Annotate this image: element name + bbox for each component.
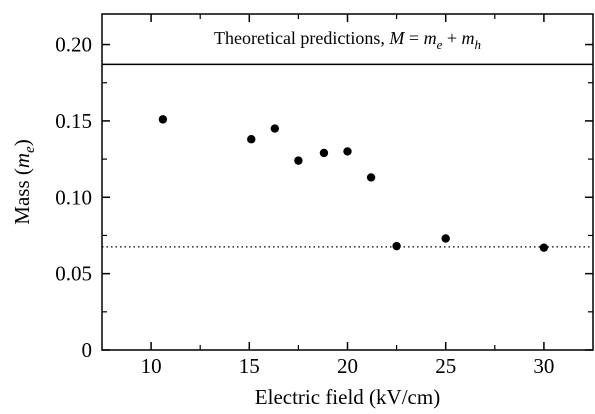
x-axis-ticks: 10 15 20 25 30 [141, 14, 554, 378]
annotation-electron-mass-symbol: m [424, 28, 437, 48]
y-axis-label-main: Mass ( [10, 168, 34, 225]
y-axis-ticks: 0 0.05 0.10 0.15 0.20 [55, 33, 593, 362]
data-point [539, 243, 549, 252]
x-tick-label: 10 [141, 354, 162, 378]
x-tick-label: 25 [435, 354, 456, 378]
annotation-hole-mass-symbol: m [462, 28, 475, 48]
y-axis-label: Mass (me) [10, 139, 38, 224]
data-point [158, 115, 168, 124]
y-tick-label: 0.15 [55, 109, 92, 133]
annotation-total-mass-symbol: M [388, 28, 405, 48]
y-tick-label: 0 [82, 338, 93, 362]
y-tick-label: 0.20 [55, 33, 92, 57]
y-tick-label: 0.10 [55, 185, 92, 209]
data-point [319, 148, 329, 158]
data-point [441, 234, 450, 243]
theoretical-prediction-label: Theoretical predictions, M = me + mh [214, 28, 481, 52]
y-axis-label-subscript: e [22, 146, 38, 153]
data-point [392, 241, 401, 251]
annotation-hole-subscript: h [475, 37, 482, 52]
y-tick-label: 0.05 [55, 262, 92, 286]
data-point [343, 147, 352, 156]
annotation-plus: + [442, 28, 461, 48]
x-tick-label: 30 [533, 354, 554, 378]
annotation-prefix: Theoretical predictions, [214, 28, 389, 48]
data-point [366, 173, 376, 182]
x-tick-label: 15 [239, 354, 260, 378]
x-tick-label: 20 [337, 354, 358, 378]
y-axis-label-mass-symbol: m [10, 153, 34, 168]
data-point [270, 124, 280, 133]
annotation-equals: = [404, 28, 423, 48]
annotation-electron-subscript: e [437, 37, 443, 52]
y-axis-label-close: ) [10, 139, 34, 146]
plot-content [102, 63, 593, 252]
x-axis-label: Electric field (kV/cm) [255, 385, 440, 409]
data-point [294, 156, 303, 165]
data-point [247, 135, 256, 144]
